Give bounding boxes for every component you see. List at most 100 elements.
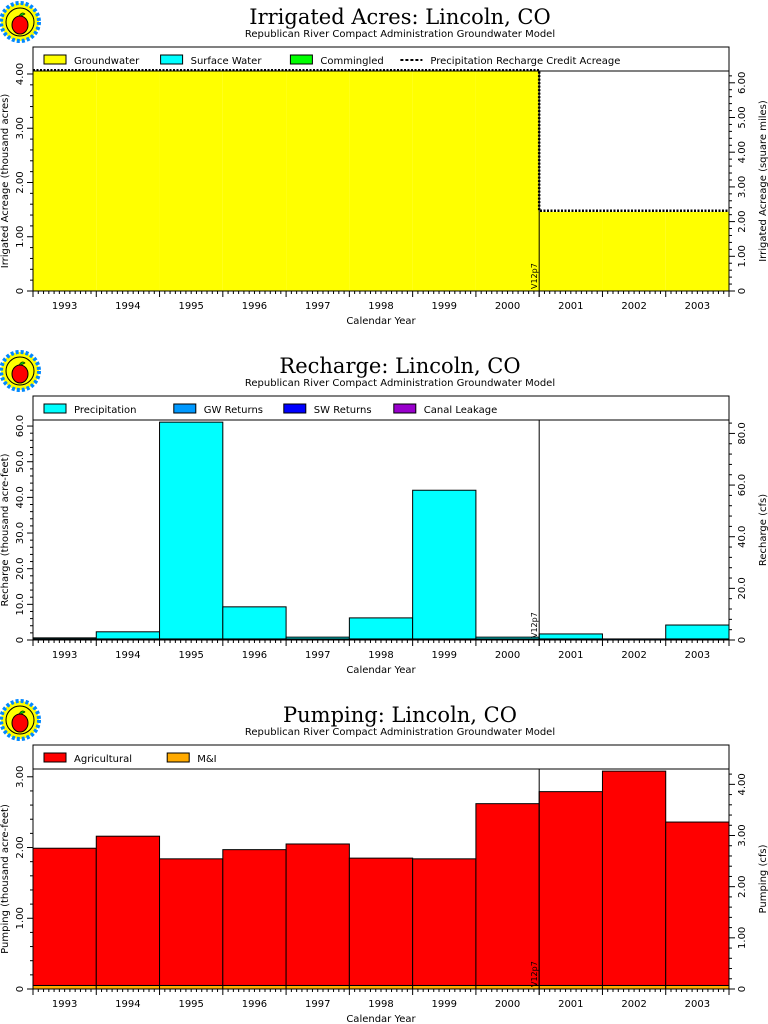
legend-swatch xyxy=(393,403,417,414)
bar-m-i xyxy=(412,984,477,990)
bar-precipitation xyxy=(95,631,161,640)
x-tick-label: 2002 xyxy=(621,650,646,661)
x-tick-label: 1999 xyxy=(432,999,457,1010)
legend-swatch xyxy=(289,54,313,65)
y-tick-label: 4.00 xyxy=(15,63,26,85)
y-tick-label: 0 xyxy=(737,288,748,294)
y-tick-label: 0 xyxy=(15,288,26,294)
chart-title: Irrigated Acres: Lincoln, CO xyxy=(249,5,550,29)
x-tick-label: 2003 xyxy=(685,999,710,1010)
chart-subtitle: Republican River Compact Administration … xyxy=(245,727,555,738)
legend-box xyxy=(32,395,730,421)
legend-swatch xyxy=(173,403,197,414)
bar-groundwater xyxy=(33,71,97,291)
y-tick-label: 20.0 xyxy=(737,577,748,599)
x-tick-label: 1995 xyxy=(178,650,203,661)
chart-subtitle: Republican River Compact Administration … xyxy=(245,378,555,389)
bar-m-i xyxy=(159,984,224,990)
x-tick-label: 1996 xyxy=(242,999,267,1010)
bar-precipitation xyxy=(285,636,350,640)
bar-groundwater xyxy=(96,71,160,291)
chart-title: Pumping: Lincoln, CO xyxy=(283,703,517,727)
legend-label: SW Returns xyxy=(314,405,372,416)
legend: Agricultural M&I xyxy=(32,744,730,770)
bar-groundwater xyxy=(539,211,603,291)
legend-label: GW Returns xyxy=(204,405,263,416)
y-axis-label-right: Pumping (cfs) xyxy=(758,844,768,913)
bar-groundwater xyxy=(286,71,350,291)
bar-groundwater xyxy=(159,71,223,291)
x-tick-label: 1993 xyxy=(52,301,77,312)
legend-label: Groundwater xyxy=(74,56,140,67)
y-tick-label: 0 xyxy=(15,986,26,992)
y-axis-label-right: Irrigated Acreage (square miles) xyxy=(758,100,768,262)
y-tick-label: 0 xyxy=(15,637,26,643)
bar-agricultural xyxy=(412,858,477,986)
x-axis-label: Calendar Year xyxy=(346,1014,416,1024)
y-tick-label: 3.00 xyxy=(15,766,26,788)
x-tick-label: 1995 xyxy=(178,301,203,312)
x-tick-label: 1996 xyxy=(242,301,267,312)
y-tick-label: 3.00 xyxy=(737,824,748,846)
x-axis-label: Calendar Year xyxy=(346,665,416,676)
y-tick-label: 1.00 xyxy=(737,927,748,949)
bar-m-i xyxy=(348,984,414,990)
bar-agricultural xyxy=(285,843,350,986)
bar-precipitation xyxy=(222,606,287,640)
chart-title: Recharge: Lincoln, CO xyxy=(279,354,520,378)
legend-label: Precipitation Recharge Credit Acreage xyxy=(430,56,620,67)
apple-icon xyxy=(11,15,29,35)
y-tick-label: 40.0 xyxy=(15,486,26,508)
bar-m-i xyxy=(222,984,287,990)
x-tick-label: 1993 xyxy=(52,999,77,1010)
legend-swatch xyxy=(283,403,307,414)
legend-swatch xyxy=(43,752,67,763)
x-tick-label: 2002 xyxy=(621,301,646,312)
x-tick-label: 1998 xyxy=(368,650,393,661)
y-tick-label: 5.00 xyxy=(737,106,748,128)
bar-precipitation xyxy=(159,421,224,640)
x-tick-label: 1998 xyxy=(368,999,393,1010)
x-tick-label: 2002 xyxy=(621,999,646,1010)
legend-label: M&I xyxy=(197,754,216,765)
bar-m-i xyxy=(285,984,350,990)
bar-groundwater xyxy=(412,71,476,291)
bar-agricultural xyxy=(601,770,667,986)
legend-swatch xyxy=(160,54,184,65)
apple-icon xyxy=(11,713,29,733)
y-tick-label: 0 xyxy=(737,986,748,992)
x-tick-label: 2000 xyxy=(495,650,520,661)
leaf-icon xyxy=(18,12,26,17)
bar-agricultural xyxy=(222,849,287,986)
x-tick-label: 2003 xyxy=(685,650,710,661)
y-tick-label: 60.0 xyxy=(15,415,26,437)
legend: Precipitation GW Returns SW Returns Canal L… xyxy=(32,395,730,421)
legend-swatch xyxy=(43,403,67,414)
legend-swatch xyxy=(43,54,67,65)
y-tick-label: 4.00 xyxy=(737,141,748,163)
y-axis-label-right: Recharge (cfs) xyxy=(758,494,768,566)
x-tick-label: 1998 xyxy=(368,301,393,312)
legend-label: Surface Water xyxy=(191,56,263,67)
x-tick-label: 2000 xyxy=(495,999,520,1010)
x-tick-label: 1996 xyxy=(242,650,267,661)
legend-box xyxy=(32,744,730,770)
y-tick-label: 50.0 xyxy=(15,451,26,473)
legend-label: Commingled xyxy=(320,56,383,67)
version-marker-label: V12p7 xyxy=(530,263,539,289)
legend-label: Precipitation xyxy=(74,405,137,416)
y-tick-label: 3.00 xyxy=(15,117,26,139)
y-tick-label: 40.0 xyxy=(737,526,748,548)
x-tick-label: 2000 xyxy=(495,301,520,312)
x-tick-label: 1995 xyxy=(178,999,203,1010)
bar-m-i xyxy=(32,984,97,990)
y-tick-label: 1.00 xyxy=(737,245,748,267)
x-tick-label: 2001 xyxy=(558,999,583,1010)
x-tick-label: 1999 xyxy=(432,650,457,661)
bar-groundwater xyxy=(475,71,540,291)
bar-m-i xyxy=(538,984,603,990)
